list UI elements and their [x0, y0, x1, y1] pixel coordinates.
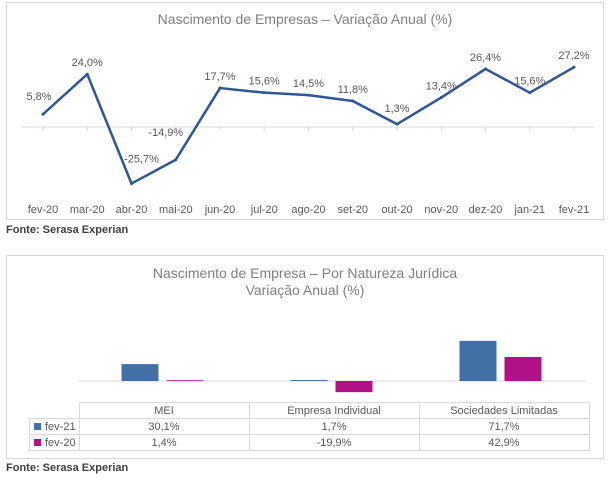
series-name: fev-20 [45, 436, 76, 449]
table-cell: -19,9% [248, 434, 420, 451]
x-tick-label: set-20 [337, 204, 368, 216]
data-point [262, 91, 266, 95]
table-cell: 71,7% [418, 418, 590, 435]
x-tick-label: dez-20 [469, 204, 503, 216]
data-point [85, 72, 89, 76]
data-point [174, 158, 178, 162]
data-label: 5,8% [26, 91, 51, 103]
bar [166, 380, 204, 382]
series-name: fev-21 [45, 420, 76, 433]
legend-swatch [34, 439, 41, 447]
bar-chart-title: Nascimento de Empresa – Por Natureza Jur… [152, 265, 458, 281]
table-header-cell: MEI [78, 402, 250, 419]
x-tick-label: abr-20 [116, 204, 148, 216]
x-tick-label: fev-21 [559, 204, 590, 216]
bar-chart-subtitle: Variação Anual (%) [245, 282, 365, 298]
table-row: fev-21 30,1% 1,7% 71,7% [29, 418, 590, 435]
x-tick-label: jul-20 [250, 204, 278, 216]
table-cell: 1,4% [78, 434, 250, 451]
data-table: MEI Empresa Individual Sociedades Limita… [29, 402, 590, 451]
x-tick-label: jan-21 [513, 204, 545, 216]
line-chart-title: Nascimento de Empresas – Variação Anual … [157, 11, 453, 27]
bar [459, 340, 497, 381]
bar [290, 380, 328, 381]
data-label: 14,5% [293, 78, 324, 90]
x-tick-label: mar-20 [70, 204, 105, 216]
bar-chart [78, 340, 585, 393]
data-label: 27,2% [558, 50, 589, 62]
table-cell: 1,7% [248, 418, 420, 435]
data-point [484, 67, 487, 71]
data-point [130, 182, 133, 186]
x-tick-label: out-20 [381, 204, 412, 216]
x-tick-label: fev-20 [28, 204, 59, 216]
data-label: -25,7% [124, 154, 159, 166]
legend-swatch [34, 423, 41, 431]
table-row-header: fev-20 [29, 434, 80, 451]
data-point [351, 99, 355, 103]
data-label: 15,6% [249, 76, 280, 88]
data-label: 15,6% [514, 76, 545, 88]
data-label: 24,0% [72, 57, 103, 69]
bar [504, 356, 542, 381]
data-label: -14,9% [148, 127, 183, 139]
x-tick-label: jun-20 [204, 204, 236, 216]
table-header-cell: Sociedades Limitadas [418, 402, 590, 419]
table-header-row: MEI Empresa Individual Sociedades Limita… [29, 402, 590, 419]
table-header-cell: Empresa Individual [248, 402, 420, 419]
x-tick-label: mai-20 [159, 204, 193, 216]
x-tick-label: ago-20 [291, 204, 325, 216]
table-row: fev-20 1,4% -19,9% 42,9% [29, 434, 590, 451]
source-note-2: Fonte: Serasa Experian [6, 462, 129, 474]
line-chart: 5,8% 24,0% -25,7% -14,9% 17,7% 15,6% 14,5% 11,8… [21, 50, 593, 216]
line-chart-panel: Nascimento de Empresas – Variação Anual … [6, 2, 604, 220]
data-point [528, 91, 532, 95]
source-note-1: Fonte: Serasa Experian [6, 224, 129, 236]
table-cell: 30,1% [78, 418, 250, 435]
data-label: 11,8% [338, 84, 369, 96]
data-point [307, 93, 310, 97]
data-point [41, 112, 45, 116]
data-label: 1,3% [384, 103, 409, 115]
table-cell: 42,9% [418, 434, 590, 451]
bar-chart-panel: Nascimento de Empresa – Por Natureza Jur… [6, 255, 604, 459]
data-label: 26,4% [470, 52, 501, 64]
table-row-header: fev-21 [29, 418, 80, 435]
data-point [439, 96, 443, 100]
data-point [572, 65, 576, 69]
data-point [395, 122, 399, 126]
data-label: 17,7% [204, 71, 235, 83]
x-tick-label: nov-20 [424, 204, 458, 216]
table-corner-cell [29, 402, 80, 419]
data-point [218, 86, 222, 90]
bar [335, 381, 373, 393]
bar [121, 364, 159, 381]
data-label: 13,4% [426, 81, 457, 93]
